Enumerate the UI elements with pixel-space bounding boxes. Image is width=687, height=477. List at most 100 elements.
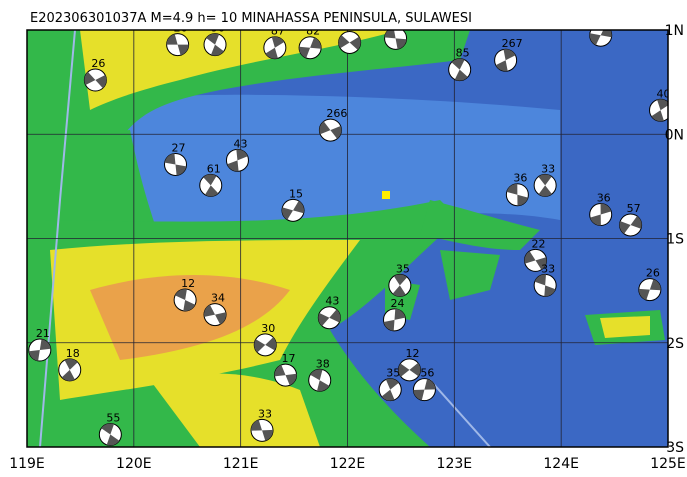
terrain: 20 90 87 82 92 89 85 267 205 26 27 61 43 15 266 36 33 36 5… xyxy=(27,22,671,447)
compression-quadrant xyxy=(589,30,612,46)
depth-label: 36 xyxy=(597,192,611,205)
compression-quadrant xyxy=(319,121,342,139)
focal-mechanism: 61 xyxy=(199,162,223,197)
focal-mechanism: 30 xyxy=(253,322,277,357)
compression-quadrant xyxy=(101,423,120,446)
focal-mechanism: 43 xyxy=(225,137,249,172)
depth-label: 57 xyxy=(627,202,641,215)
island xyxy=(440,250,500,300)
compression-quadrant xyxy=(619,216,642,234)
depth-label: 35 xyxy=(386,367,400,380)
depth-label: 26 xyxy=(646,267,660,280)
depth-label: 18 xyxy=(66,347,80,360)
events: 20 90 87 82 92 89 85 267 205 26 27 61 43 15 266 36 33 36 5… xyxy=(28,22,671,446)
compression-quadrant xyxy=(265,36,285,59)
compression-quadrant xyxy=(398,362,421,377)
land-peak xyxy=(90,275,290,360)
grid xyxy=(27,30,668,447)
focal-mechanism: 33 xyxy=(250,407,274,442)
depth-label: 33 xyxy=(541,162,555,175)
focal-mechanism: 57 xyxy=(619,202,643,237)
lon-label: 122E xyxy=(330,456,366,472)
compression-quadrant xyxy=(381,378,399,401)
compression-quadrant xyxy=(638,279,661,300)
depth-label: 43 xyxy=(233,137,247,150)
land-high xyxy=(80,30,400,110)
depth-label: 38 xyxy=(316,357,330,370)
focal-mechanism: 36 xyxy=(589,192,613,227)
lon-label: 123E xyxy=(437,456,473,472)
focal-mechanism: 26 xyxy=(83,57,107,92)
compression-quadrant xyxy=(451,58,468,81)
island-high xyxy=(600,316,650,338)
depth-label: 56 xyxy=(420,367,434,380)
compression-quadrant xyxy=(495,49,516,72)
depth-label: 21 xyxy=(36,327,50,340)
axis-labels: 119E 120E 121E 122E 123E 124E 125E 1N 0N 1S 2S 3S xyxy=(9,23,686,472)
focal-mechanism: 15 xyxy=(281,187,305,222)
focal-mechanism: 18 xyxy=(58,347,82,382)
focal-mechanism: 56 xyxy=(412,367,436,402)
lat-label: 0N xyxy=(665,127,684,143)
compression-quadrant xyxy=(204,304,227,325)
lon-label: 124E xyxy=(543,456,579,472)
compression-quadrant xyxy=(28,339,51,361)
trench xyxy=(39,30,76,447)
compression-quadrant xyxy=(281,200,305,220)
depth-label: 266 xyxy=(326,107,347,120)
compression-quadrant xyxy=(84,71,107,89)
compression-quadrant xyxy=(383,308,406,331)
compression-quadrant xyxy=(651,99,668,122)
focal-mechanism: 82 xyxy=(298,30,322,60)
depth-label: 87 xyxy=(271,25,285,38)
compression-quadrant xyxy=(413,379,436,401)
depth-label: 85 xyxy=(456,47,470,60)
depth-label: 33 xyxy=(258,407,272,420)
focal-mechanism: 27 xyxy=(163,141,187,176)
depth-label: 27 xyxy=(171,141,185,154)
focal-mechanism: 90 xyxy=(203,30,227,57)
compression-quadrant xyxy=(534,274,556,297)
title: E202306301037A M=4.9 h= 10 MINAHASSA PEN… xyxy=(30,11,472,26)
depth-label: 40 xyxy=(657,87,671,100)
focal-mechanism: 35 xyxy=(388,262,412,297)
focal-mechanism: 12 xyxy=(173,277,197,312)
compression-quadrant xyxy=(227,149,248,172)
depth-label: 43 xyxy=(325,295,339,308)
trench xyxy=(429,379,491,447)
lon-label: 125E xyxy=(650,456,686,472)
lon-label: 120E xyxy=(116,456,152,472)
focal-mechanism: 24 xyxy=(383,297,407,332)
compression-quadrant xyxy=(250,419,274,441)
lat-label: 1N xyxy=(665,23,684,39)
focal-mechanism: 40 xyxy=(649,87,671,122)
compression-quadrant xyxy=(254,337,277,353)
lon-label: 119E xyxy=(9,456,45,472)
depth-label: 55 xyxy=(106,411,120,424)
frame xyxy=(26,29,669,448)
focal-mechanism: 33 xyxy=(533,162,557,197)
focal-mechanism: 34 xyxy=(203,292,227,327)
compression-quadrant xyxy=(299,37,322,58)
compression-quadrant xyxy=(590,203,612,226)
compression-quadrant xyxy=(61,358,78,381)
depth-label: 267 xyxy=(502,37,523,50)
compression-quadrant xyxy=(274,364,297,386)
focal-mechanism: 12 xyxy=(397,347,421,382)
compression-quadrant xyxy=(166,34,189,56)
lon-label: 121E xyxy=(223,456,259,472)
depth-label: 35 xyxy=(396,262,410,275)
compression-quadrant xyxy=(310,369,330,392)
focal-mechanism: 43 xyxy=(317,295,341,330)
focal-mechanism: 20 xyxy=(166,22,190,57)
depth-label: 34 xyxy=(211,292,225,305)
depth-label: 12 xyxy=(181,277,195,290)
lat-label: 3S xyxy=(666,440,684,456)
depth-label: 20 xyxy=(174,22,188,35)
lat-label: 1S xyxy=(666,232,684,248)
depth-label: 22 xyxy=(532,237,546,250)
focal-mechanism: 36 xyxy=(505,172,529,207)
focal-mechanism: 17 xyxy=(274,352,298,387)
